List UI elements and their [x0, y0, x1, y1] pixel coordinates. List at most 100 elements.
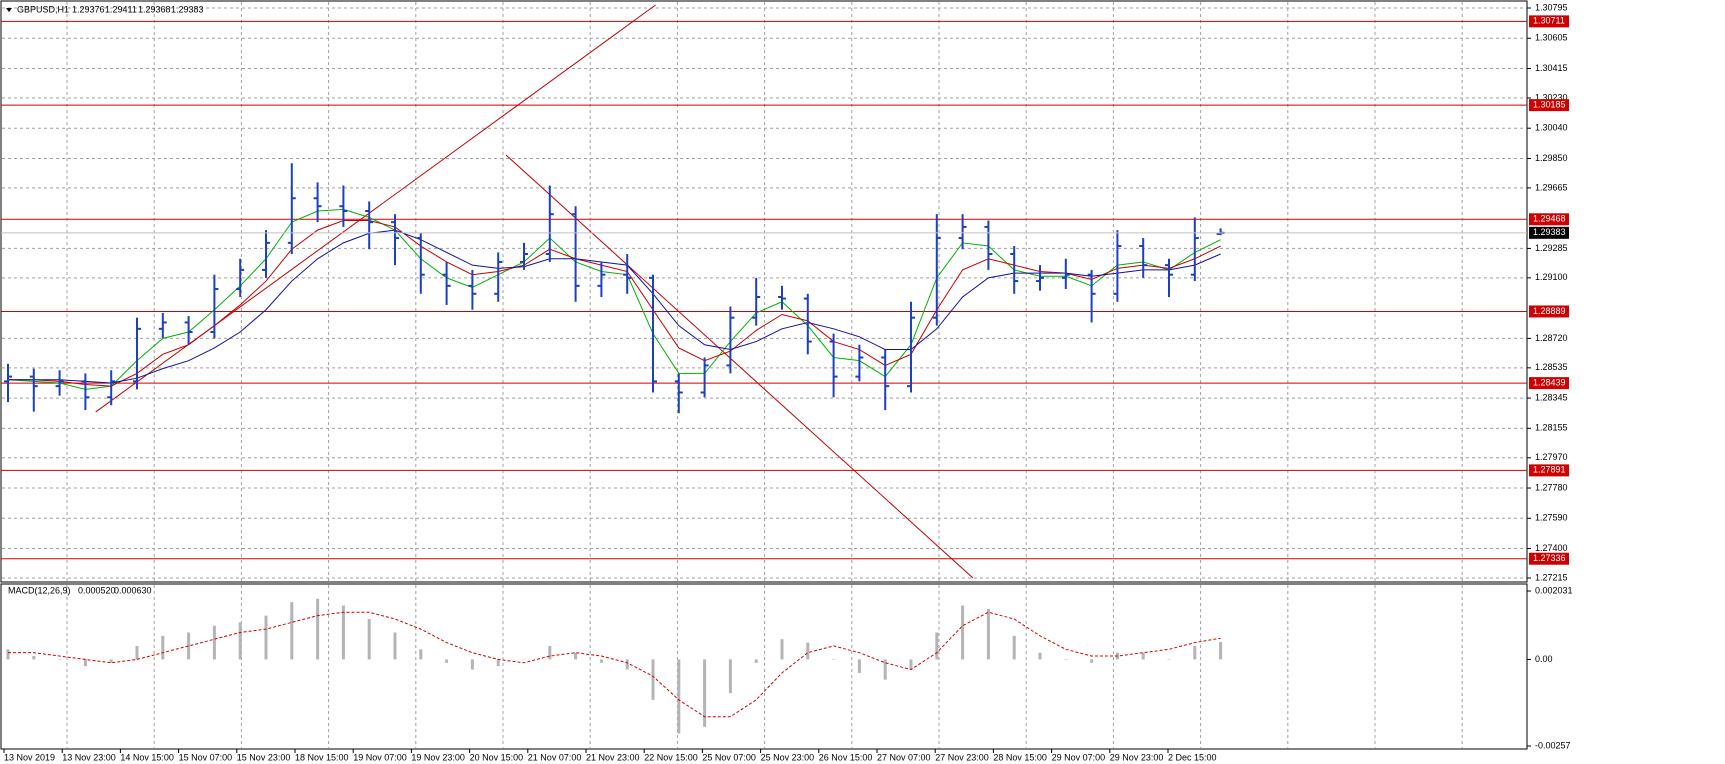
macd-bar	[909, 659, 913, 670]
macd-bar	[1012, 635, 1016, 660]
macd-bar	[83, 659, 87, 667]
y-tick-label: 1.30040	[1535, 123, 1568, 133]
macd-name: MACD(12,26,9)	[8, 585, 71, 595]
x-tick-label: 13 Nov 23:00	[62, 752, 116, 762]
macd-bar	[1167, 659, 1171, 660]
macd-bar	[703, 659, 707, 727]
x-tick-label: 25 Nov 07:00	[702, 752, 756, 762]
y-tick-label: 1.30415	[1535, 63, 1568, 73]
macd-bar	[1141, 652, 1145, 660]
level-label-box	[1529, 377, 1569, 390]
trend-line	[505, 154, 974, 579]
y-tick-label: 1.30795	[1535, 2, 1568, 12]
x-tick-label: 29 Nov 07:00	[1052, 752, 1106, 762]
macd-bar	[1064, 659, 1068, 660]
macd-bar	[857, 659, 861, 673]
macd-bar	[58, 659, 62, 660]
x-tick-label: 26 Nov 15:00	[819, 752, 873, 762]
x-tick-label: 27 Nov 23:00	[935, 752, 989, 762]
menu-arrow[interactable]	[6, 8, 12, 12]
y-tick-label: 1.30230	[1535, 92, 1568, 102]
macd-plot	[6, 598, 1223, 734]
level-label: 1.30711	[1533, 16, 1565, 26]
price-plot	[1, 4, 1527, 579]
main-panel-frame	[0, 0, 1528, 583]
macd-bar	[212, 625, 216, 660]
macd-bar	[935, 632, 939, 660]
level-label-box	[1529, 305, 1569, 318]
macd-bar	[883, 659, 887, 680]
y-tick-label: 1.27400	[1535, 543, 1568, 553]
macd-bar	[470, 659, 474, 670]
x-tick-label: 21 Nov 07:00	[528, 752, 582, 762]
level-label: 1.28439	[1533, 377, 1566, 387]
macd-signal	[8, 611, 1221, 718]
x-tick-label: 29 Nov 23:00	[1110, 752, 1164, 762]
y-tick-label: 1.28155	[1535, 423, 1568, 433]
y-tick-label: 1.27215	[1535, 572, 1568, 582]
macd-bar	[780, 639, 784, 660]
level-label-box	[1529, 15, 1569, 28]
macd-bar	[187, 632, 191, 660]
x-tick-label: 20 Nov 15:00	[470, 752, 524, 762]
x-tick-label: 22 Nov 15:00	[644, 752, 698, 762]
level-label-box	[1529, 213, 1569, 226]
macd-bar	[599, 659, 603, 663]
macd-bar	[832, 659, 836, 660]
macd-value: 0.000520	[78, 585, 116, 595]
level-label-box	[1529, 464, 1569, 477]
x-tick-label: 21 Nov 23:00	[586, 752, 640, 762]
last-open: 1.29376	[72, 4, 105, 14]
x-tick-label: 28 Nov 15:00	[993, 752, 1047, 762]
grid-layer	[2, 2, 1526, 748]
y-tick-label: 1.29100	[1535, 272, 1568, 282]
macd-bar	[1038, 652, 1042, 660]
macd-bar	[496, 659, 500, 667]
macd-bar	[961, 605, 965, 660]
x-tick-label: 25 Nov 23:00	[761, 752, 815, 762]
x-tick-label: 18 Nov 15:00	[295, 752, 349, 762]
moving-average	[8, 220, 1221, 387]
y-tick-label: 1.27780	[1535, 482, 1568, 492]
level-label-box	[1529, 99, 1569, 112]
x-tick-label: 2 Dec 15:00	[1168, 752, 1217, 762]
macd-bar	[135, 645, 139, 660]
last-close: 1.29383	[171, 4, 204, 14]
macd-y-tick-label: 0.00	[1535, 654, 1553, 664]
macd-bar	[548, 645, 552, 660]
moving-average	[7, 208, 1221, 390]
y-tick-label: 1.29285	[1535, 243, 1568, 253]
macd-bar	[445, 659, 449, 663]
macd-bar	[1193, 645, 1197, 660]
x-tick-label: 19 Nov 07:00	[353, 752, 407, 762]
y-tick-label: 1.27590	[1535, 513, 1568, 523]
macd-panel-frame	[0, 583, 1528, 750]
level-label: 1.30185	[1533, 99, 1566, 109]
moving-average	[8, 229, 1221, 384]
macd-bar	[6, 649, 10, 660]
axes: 1.30795 1.30605 1.30415 1.30230 1.30040 1.298…	[3, 2, 1573, 762]
level-label-box	[1529, 552, 1569, 565]
macd-bar	[728, 659, 732, 694]
macd-bar	[1090, 659, 1094, 663]
macd-bar	[754, 659, 758, 663]
x-tick-label: 13 Nov 2019	[4, 752, 55, 762]
macd-bar	[264, 615, 268, 660]
macd-y-tick-label: 0.002031	[1535, 585, 1573, 595]
y-tick-label: 1.30605	[1535, 33, 1568, 43]
macd-bar	[109, 659, 113, 663]
macd-bar	[1219, 641, 1223, 660]
macd-bar	[625, 659, 629, 670]
macd-bar	[677, 659, 681, 734]
macd-bar	[419, 649, 423, 660]
y-tick-label: 1.27970	[1535, 452, 1568, 462]
current-price-box	[1529, 226, 1569, 239]
macd-bar	[393, 632, 397, 660]
x-tick-label: 15 Nov 23:00	[237, 752, 291, 762]
macd-bar	[290, 602, 294, 660]
macd-bar	[238, 622, 242, 660]
macd-signal-value: 0.000630	[114, 585, 152, 595]
macd-bar	[367, 618, 371, 660]
current-price-label: 1.29383	[1533, 227, 1566, 237]
